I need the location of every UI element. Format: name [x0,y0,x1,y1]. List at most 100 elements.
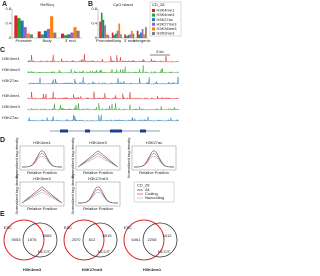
y-tick-label: 0.4 [5,21,11,26]
signal-track [27,91,179,100]
venn-count: 8515 [103,233,113,238]
venn-caption: H3K4me3 [23,267,42,272]
profile-curve [77,153,119,168]
plot-frame [75,145,121,171]
venn-set-label: NCCIT [158,249,171,254]
signal-track [28,76,179,85]
bar [116,30,119,38]
x-tick-label: 3' end [124,38,135,43]
x-axis-label: Relative Position [27,206,57,211]
venn-count: 3065 [43,233,53,238]
panel-label: E [0,211,5,218]
profile-curve [21,186,63,204]
y-axis-label: Normalized tag density [70,174,75,215]
bar [136,30,139,38]
bar [61,33,65,38]
venn-count: 2208 [148,237,158,242]
plot-frame [75,181,121,207]
bar [118,23,121,38]
bar [143,34,146,38]
venn-set-label: ESC [124,225,132,230]
venn-count: 4412 [163,233,173,238]
bar [125,36,128,38]
track-label: H3K4me3 [2,67,21,72]
bar [145,27,147,38]
venn-set-label: NCCIT [98,249,111,254]
bar [73,27,77,38]
panel-label: A [2,1,7,8]
legend-swatch [152,18,155,22]
legend-label: H3K4me1 [157,8,176,13]
bar [107,35,110,38]
y-tick-label: 0 [95,35,98,40]
profile-curve [78,191,118,204]
bar [26,33,30,38]
exon [140,129,146,133]
bar [115,33,117,38]
y-tick-label: 0.4 [91,21,97,26]
legend-label: H3K36me3 [157,26,178,31]
bar [70,32,74,38]
plot-title: H3K27ac [146,140,162,145]
profile-curve [134,153,174,168]
bar [111,32,114,38]
bar [100,12,103,38]
profile-curve [22,153,62,168]
profile-curve [21,189,63,204]
bar [67,34,71,38]
track-label: H3K27ac [2,78,18,83]
venn-count: 9053 [12,237,22,242]
profile-curve [78,186,118,204]
y-axis-label: Normalized tag density [14,174,19,215]
track-label: H3K27ac [2,115,18,120]
signal-track [27,54,179,63]
x-axis-label: Relative Position [139,170,169,175]
venn-count: 1576 [28,237,38,242]
bar [140,32,142,38]
bar [29,34,33,38]
y-tick-label: 0 [9,35,12,40]
y-axis-label: Normalized tag density [70,138,75,179]
bar [102,19,105,38]
legend-swatch [152,27,155,31]
y-axis-label: Normalized tag density [126,138,131,179]
bar [104,25,106,38]
venn-caption: H3K4me1 [143,267,162,272]
venn-right [142,222,178,258]
track-label: H3K4me3 [2,104,21,109]
panel-label: B [88,1,93,8]
plot-title: H3K4me3 [89,140,108,145]
legend-title: CD_28 [137,183,150,188]
venn-set-label: ESC [64,225,72,230]
legend-label: H3K27me3 [157,21,178,26]
venn-left [123,219,165,261]
x-axis-label: Relative Position [83,206,113,211]
plot-frame [19,145,65,171]
venn-right [22,222,58,258]
bar [113,35,116,38]
exon [60,129,68,133]
legend-swatch [152,9,155,12]
bar [43,30,47,38]
x-axis-label: Relative Position [27,170,57,175]
profile-curve [22,155,62,168]
profile-curve [77,150,119,168]
x-tick-label: Promoter [96,38,113,43]
bar [47,28,51,38]
venn-count: 2570 [72,237,82,242]
bar [129,34,131,38]
bar [76,30,80,38]
legend-title: CD_28 [152,2,165,7]
exon [85,129,90,133]
bar [64,35,68,38]
bar [50,16,54,38]
y-tick-label: 0.8 [91,6,97,11]
legend-box [149,1,182,37]
scale-label: 5 kb [156,49,164,54]
legend-label: All [145,187,150,192]
profile-curve [134,150,174,168]
bar [23,27,27,38]
legend-swatch [152,32,155,35]
venn-caption: H3K27me3 [82,267,103,272]
plot-frame [19,181,65,207]
